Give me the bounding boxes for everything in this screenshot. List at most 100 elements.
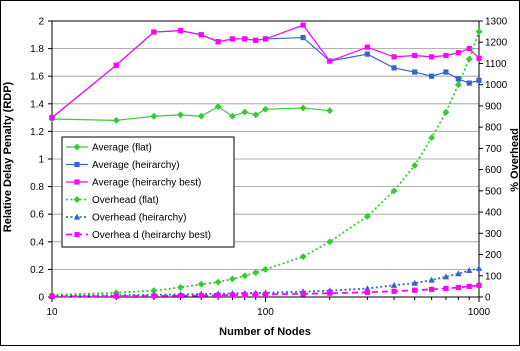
y2-tick-label: 200 (485, 250, 502, 261)
axes: 0 0.2 0.4 0.6 0.8 1 1.2 1.4 1.6 1.8 2 0 100 200 300 400… (30, 17, 508, 319)
x-tick-label: 100 (257, 307, 274, 318)
y2-tick-label: 1200 (485, 38, 508, 49)
data-point (443, 285, 449, 292)
data-point (261, 265, 270, 273)
data-point (215, 292, 221, 298)
y2-tick-label: 900 (485, 101, 502, 112)
x-axis-label: Number of Nodes (219, 326, 311, 338)
data-point (113, 62, 119, 68)
data-point (242, 292, 248, 298)
data-point (466, 283, 472, 289)
data-point (253, 37, 259, 43)
data-point (476, 77, 482, 83)
data-point (176, 283, 185, 291)
data-point (252, 111, 260, 119)
legend-swatch-marker (73, 143, 81, 151)
y-tick-label: 0.2 (30, 265, 44, 276)
data-point (49, 115, 55, 121)
y2-axis-label: % Overhead (509, 128, 520, 192)
data-point (465, 55, 473, 63)
data-point (455, 76, 461, 82)
data-point (151, 29, 157, 35)
data-point (428, 276, 435, 283)
data-point (476, 282, 482, 288)
data-point (411, 161, 419, 169)
data-point (390, 281, 398, 288)
data-point (228, 112, 236, 120)
y2-tick-label: 500 (485, 186, 502, 197)
y2-tick-label: 800 (485, 123, 502, 134)
legend-swatch-marker (73, 213, 81, 220)
legend-label: Overhead (heirarchy) (92, 213, 186, 224)
data-point (113, 293, 119, 299)
data-point (475, 28, 483, 36)
data-point (391, 288, 397, 294)
data-point (428, 134, 436, 142)
data-point (229, 292, 236, 298)
data-point (300, 22, 306, 28)
data-point (364, 289, 370, 295)
y2-tick-label: 100 (485, 271, 502, 282)
data-point (391, 65, 397, 71)
data-point (242, 36, 248, 42)
data-point (412, 69, 418, 75)
data-point (299, 104, 307, 112)
data-point (229, 36, 236, 42)
y-axis-label: Relative Delay Penalty (RDP) (2, 81, 14, 232)
data-point (443, 52, 449, 59)
y-tick-label: 0 (38, 293, 44, 304)
data-point (442, 108, 450, 116)
data-point (241, 108, 249, 116)
data-point (151, 293, 157, 299)
data-point (197, 112, 205, 120)
data-point (241, 272, 249, 280)
legend-label: Average (heirarchy) (92, 160, 180, 171)
y-tick-label: 1.6 (30, 72, 44, 83)
data-point (412, 287, 418, 293)
y2-tick-label: 600 (485, 165, 502, 176)
data-point (364, 285, 371, 292)
data-point (198, 292, 204, 299)
legend-label: Average (heirarchy best) (92, 178, 201, 189)
y-tick-label: 0.8 (30, 182, 44, 193)
data-point (455, 50, 461, 56)
data-point (300, 291, 306, 297)
data-point (177, 28, 184, 34)
data-point (364, 44, 370, 50)
data-point (253, 292, 259, 298)
y2-tick-label: 1000 (485, 80, 508, 91)
series-line (51, 31, 480, 296)
y-tick-label: 0.4 (30, 237, 44, 248)
data-point (326, 238, 334, 246)
data-point (262, 291, 269, 298)
legend-box (61, 136, 235, 248)
y-tick-label: 1.4 (30, 99, 44, 110)
data-point (476, 55, 482, 61)
series-layer (48, 22, 483, 300)
data-point (112, 116, 120, 124)
y2-tick-label: 1100 (485, 59, 507, 70)
x-tick-label: 1000 (468, 307, 491, 318)
x-tick-label: 10 (46, 307, 58, 318)
data-point (455, 284, 461, 291)
legend-swatch-marker (73, 195, 81, 204)
data-point (475, 264, 483, 271)
data-point (215, 39, 221, 45)
data-point (429, 73, 435, 79)
y-tick-label: 1 (38, 155, 44, 166)
y2-tick-label: 1300 (485, 17, 508, 28)
data-point (214, 278, 222, 286)
y-tick-label: 0.6 (30, 210, 44, 221)
data-point (197, 280, 205, 288)
data-point (390, 187, 398, 195)
legend-label: Average (flat) (92, 143, 152, 154)
data-point (327, 290, 333, 296)
data-point (442, 273, 450, 280)
legend: Average (flat) Average (heirarchy) Average… (61, 136, 235, 248)
y2-tick-label: 400 (485, 208, 502, 219)
data-point (262, 36, 269, 42)
legend-swatch-marker (74, 231, 80, 238)
legend-label: Overhead (flat) (92, 195, 159, 206)
